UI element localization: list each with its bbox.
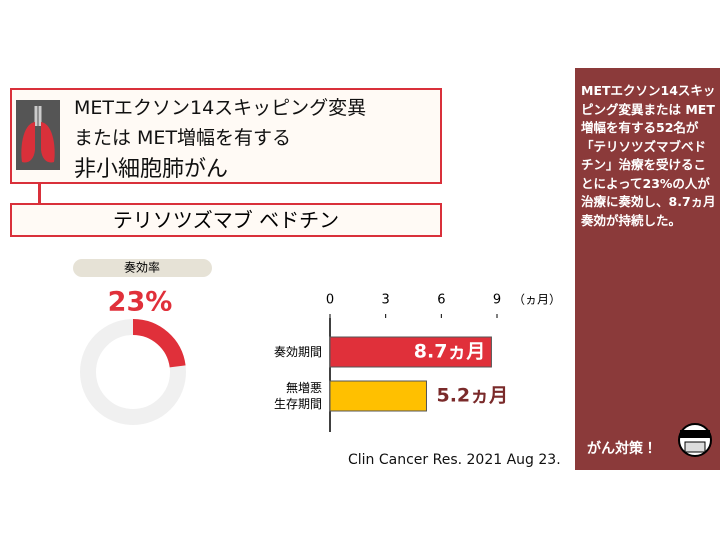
category-label: 無増悪生存期間 (274, 380, 322, 411)
value-label: 5.2ヵ月 (436, 385, 508, 407)
x-tick-label: 9 (493, 293, 501, 308)
sidebar-footer: がん対策！ (587, 438, 657, 458)
value-label: 23% (108, 287, 173, 318)
sidebar: METエクソン14スキッピング変異または MET増幅を有する52名が「テリソツズ… (575, 68, 720, 470)
category-label: 奏効期間 (274, 345, 322, 359)
source: Clin Cancer Res. 2021 Aug 23. (348, 452, 561, 468)
x-tick-label: 3 (382, 293, 390, 308)
donut-title: 奏効率 (124, 261, 160, 275)
sidebar-text: METエクソン14スキッピング変異または MET増幅を有する52名が「テリソツズ… (581, 82, 717, 230)
mascot-icon (675, 418, 715, 458)
x-tick-label: 0 (326, 293, 334, 308)
value-label: 8.7ヵ月 (414, 341, 486, 363)
slide: METエクソン14スキッピング変異 または MET増幅を有する 非小細胞肺がん … (0, 0, 720, 540)
bar (330, 381, 426, 411)
donut-arc (133, 327, 178, 366)
x-axis-label: （ヵ月） (513, 293, 561, 307)
x-tick-label: 6 (437, 293, 445, 308)
